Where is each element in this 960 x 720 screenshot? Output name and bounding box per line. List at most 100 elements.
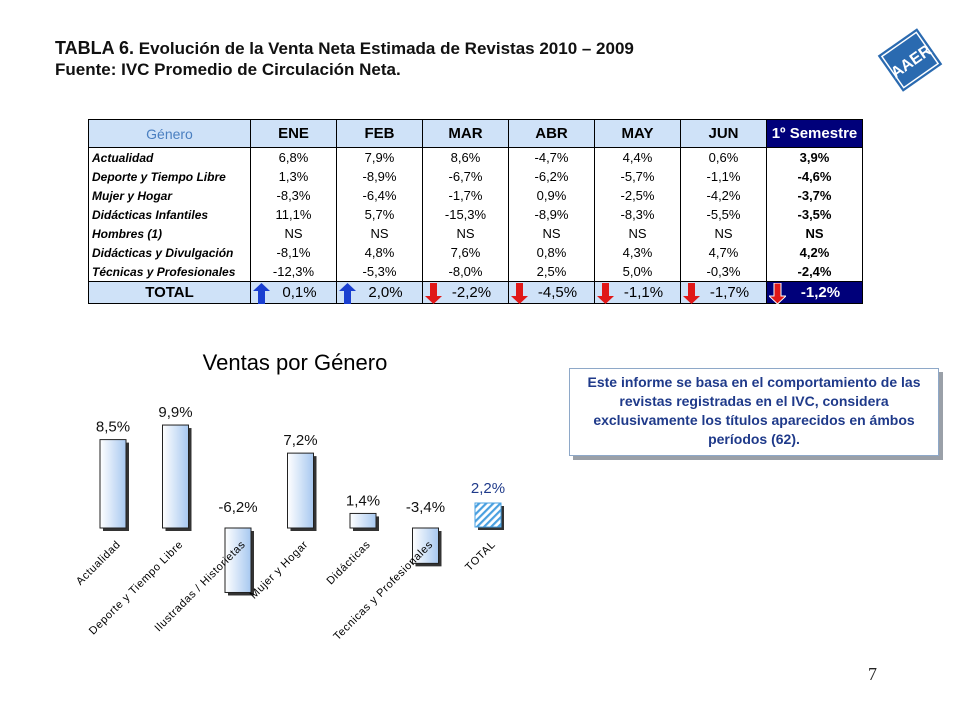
total-cell: 2,0% [336, 281, 423, 304]
arrow-up-icon [253, 283, 270, 304]
semester-cell: 3,9% [766, 147, 863, 167]
table-cell: 0,6% [680, 147, 767, 167]
table-row: Didácticas y Divulgación -8,1% 4,8% 7,6% 0,8… [88, 243, 863, 262]
page-number: 7 [868, 664, 877, 684]
column-header: ABR [508, 119, 595, 148]
data-label: 1,4% [346, 492, 380, 509]
bar [412, 527, 439, 564]
column-header: 1º Semestre [766, 119, 863, 148]
table-row: Didácticas Infantiles 11,1% 5,7% -15,3% -8,9… [88, 205, 863, 224]
table-cell: NS [422, 224, 509, 243]
total-value: -1,2% [800, 284, 841, 301]
table-cell: -8,1% [250, 243, 337, 262]
title-text: Evolución de la Venta Neta Estimada de R… [138, 39, 634, 58]
total-value: -2,2% [451, 284, 492, 301]
category-label: Actualidad [74, 539, 123, 588]
semester-cell: NS [766, 224, 863, 243]
table-row: Mujer y Hogar -8,3% -6,4% -1,7% 0,9% -2,5% -4,… [88, 186, 863, 205]
title-prefix: TABLA 6. [55, 38, 134, 58]
row-label: Técnicas y Profesionales [88, 262, 251, 282]
table-cell: 4,7% [680, 243, 767, 262]
category-label: Mujer y Hogar [248, 539, 311, 602]
table-cell: 4,4% [594, 147, 681, 167]
column-header: JUN [680, 119, 767, 148]
row-label: Hombres (1) [88, 224, 251, 243]
arrow-down-icon [597, 283, 614, 304]
table-cell: -5,7% [594, 167, 681, 186]
data-label: -6,2% [218, 499, 257, 516]
note-box: Este informe se basa en el comportamient… [569, 368, 939, 456]
table-cell: -4,7% [508, 147, 595, 167]
table-cell: -6,7% [422, 167, 509, 186]
table-header-row: Género ENE FEB MAR ABR MAY JUN 1º Semestre [88, 119, 863, 148]
semester-cell: 4,2% [766, 243, 863, 262]
bar [224, 527, 252, 593]
page-subtitle: Fuente: IVC Promedio de Circulación Neta… [55, 60, 401, 79]
arrow-down-icon [425, 283, 442, 304]
table-cell: -12,3% [250, 262, 337, 282]
semester-cell: -3,7% [766, 186, 863, 205]
column-header: MAR [422, 119, 509, 148]
table-cell: -1,1% [680, 167, 767, 186]
total-value: -1,7% [709, 284, 750, 301]
total-label: TOTAL [88, 281, 251, 304]
table-cell: 0,8% [508, 243, 595, 262]
total-value: -1,1% [623, 284, 664, 301]
column-header: FEB [336, 119, 423, 148]
row-label: Didácticas Infantiles [88, 205, 251, 224]
table-cell: 7,9% [336, 147, 423, 167]
column-header: ENE [250, 119, 337, 148]
column-header: Género [88, 119, 251, 148]
data-label: 2,2% [471, 480, 505, 497]
total-cell: -1,1% [594, 281, 681, 304]
table-cell: -8,9% [336, 167, 423, 186]
table-cell: -1,7% [422, 186, 509, 205]
table-cell: 6,8% [250, 147, 337, 167]
table-row: Actualidad 6,8% 7,9% 8,6% -4,7% 4,4% 0,6% 3,9% [88, 147, 863, 167]
ventas-chart: Ventas por Género8,5%Actualidad9,9%Depor… [74, 350, 505, 643]
chart-title: Ventas por Género [203, 350, 388, 375]
table-cell: NS [680, 224, 767, 243]
semester-cell: -4,6% [766, 167, 863, 186]
row-label: Didácticas y Divulgación [88, 243, 251, 262]
table-row: Deporte y Tiempo Libre 1,3% -8,9% -6,7% -6,2… [88, 167, 863, 186]
total-value: 0,1% [282, 284, 317, 301]
table-cell: -6,4% [336, 186, 423, 205]
table-cell: 8,6% [422, 147, 509, 167]
total-cell: -4,5% [508, 281, 595, 304]
bar [349, 512, 377, 529]
page-title: TABLA 6. Evolución de la Venta Neta Esti… [55, 38, 634, 59]
data-label: 8,5% [96, 419, 130, 436]
table-cell: -4,2% [680, 186, 767, 205]
column-header: MAY [594, 119, 681, 148]
table-cell: -8,9% [508, 205, 595, 224]
bar [287, 452, 314, 529]
table-cell: 5,7% [336, 205, 423, 224]
row-label: Actualidad [88, 147, 251, 167]
row-label: Deporte y Tiempo Libre [88, 167, 251, 186]
table-cell: NS [336, 224, 423, 243]
total-cell: 0,1% [250, 281, 337, 304]
table-cell: -0,3% [680, 262, 767, 282]
table-cell: -6,2% [508, 167, 595, 186]
arrow-down-icon [769, 283, 786, 304]
total-value: 2,0% [368, 284, 403, 301]
table-cell: -15,3% [422, 205, 509, 224]
table-cell: 11,1% [250, 205, 337, 224]
semester-cell: -3,5% [766, 205, 863, 224]
ventas-table: Género ENE FEB MAR ABR MAY JUN 1º Semestre Actua… [88, 119, 863, 304]
table-cell: -8,0% [422, 262, 509, 282]
data-label: 7,2% [283, 432, 317, 449]
table-cell: 7,6% [422, 243, 509, 262]
table-cell: 5,0% [594, 262, 681, 282]
table-cell: 4,8% [336, 243, 423, 262]
table-cell: 2,5% [508, 262, 595, 282]
table-cell: NS [508, 224, 595, 243]
arrow-down-icon [683, 283, 700, 304]
table-cell: NS [250, 224, 337, 243]
semester-cell: -2,4% [766, 262, 863, 282]
row-label: Mujer y Hogar [88, 186, 251, 205]
bar [99, 439, 127, 529]
table-cell: -2,5% [594, 186, 681, 205]
table-cell: -8,3% [250, 186, 337, 205]
